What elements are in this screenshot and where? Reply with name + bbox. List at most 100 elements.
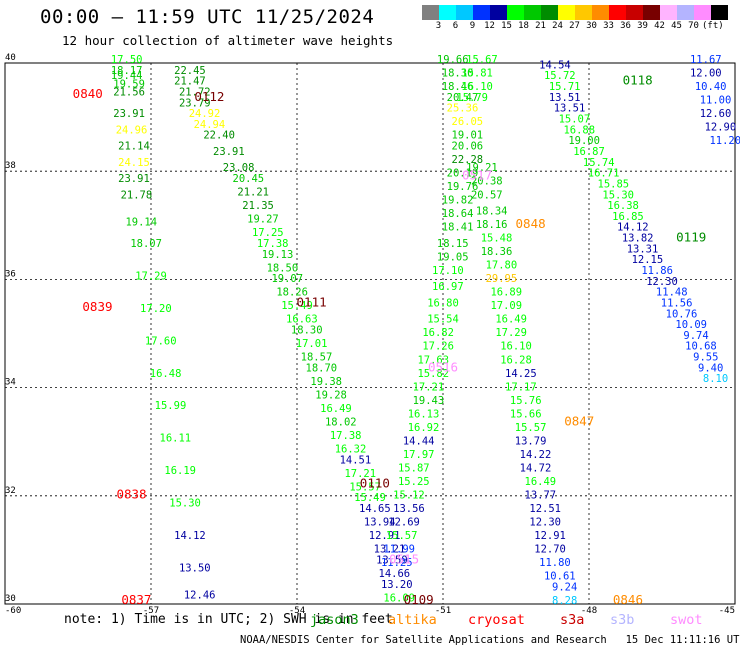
wave-height-label: 18.07	[130, 238, 162, 250]
wave-height-label: 10.61	[544, 571, 576, 583]
x-tick-label: -51	[435, 606, 451, 616]
colorbar-swatch	[422, 5, 439, 20]
legend-swot: swot	[670, 612, 703, 628]
legend-cryosat: cryosat	[468, 612, 525, 628]
wave-height-label: 15.30	[602, 189, 634, 201]
legend-altika: altika	[388, 612, 437, 628]
wave-height-label: 13.77	[525, 490, 557, 502]
wave-height-label: 13.51	[554, 103, 586, 115]
colorbar-label: 12	[484, 21, 495, 31]
wave-height-label: 12.60	[700, 108, 732, 120]
pass-time-label: 0840	[73, 86, 103, 101]
wave-height-label: 17.21	[413, 381, 445, 393]
wave-height-label: 12.69	[388, 517, 420, 529]
wave-height-label: 21.72	[179, 86, 211, 98]
wave-height-label: 15.57	[349, 481, 381, 493]
y-tick-label: 36	[5, 269, 16, 279]
wave-height-label: 29.95	[486, 273, 518, 285]
wave-height-label: 15.87	[398, 462, 430, 474]
wave-height-label: 15.82	[417, 368, 449, 380]
wave-height-label: 16.13	[408, 408, 440, 420]
wave-height-label: 14.12	[617, 222, 649, 234]
colorbar-label: 42	[654, 21, 665, 31]
colorbar	[422, 5, 728, 20]
wave-height-label: 11.80	[539, 557, 571, 569]
wave-height-label: 19.38	[310, 376, 342, 388]
wave-height-label: 21.47	[174, 76, 206, 88]
wave-height-label: 19.82	[442, 195, 474, 207]
wave-height-label: 10.09	[675, 319, 707, 331]
wave-height-label: 17.50	[111, 54, 143, 66]
wave-height-label: 17.60	[145, 335, 177, 347]
wave-height-label: 17.29	[495, 327, 527, 339]
wave-height-label: 13.21	[374, 544, 406, 556]
wave-height-label: 24.92	[189, 108, 221, 120]
colorbar-label: 24	[552, 21, 563, 31]
pass-time-label: 0517	[462, 167, 492, 182]
wave-height-label: 19.59	[113, 78, 145, 90]
x-tick-label: -60	[5, 606, 21, 616]
wave-height-label: 11.86	[641, 265, 673, 277]
wave-height-label: 17.80	[486, 260, 518, 272]
y-tick-label: 38	[5, 161, 16, 171]
wave-height-label: 15.54	[427, 314, 459, 326]
footer-note: note: 1) Time is in UTC; 2) SWH is in fe…	[64, 612, 393, 627]
wave-height-label: 14.72	[520, 462, 552, 474]
colorbar-label: (ft)	[702, 21, 724, 31]
wave-height-label: 12.46	[184, 590, 216, 602]
wave-height-label: 16.09	[383, 592, 415, 604]
plot-frame	[4, 62, 736, 605]
wave-height-label: 16.32	[335, 444, 367, 456]
wave-height-label: 18.57	[301, 352, 333, 364]
wave-height-label: 18.50	[267, 262, 299, 274]
wave-height-label: 17.10	[432, 265, 464, 277]
wave-height-label: 15.48	[481, 233, 513, 245]
wave-height-label: 12.90	[705, 122, 737, 134]
pass-time-label: 0110	[360, 476, 390, 491]
colorbar-labels: 3 6 9 12 15 18 21 24 27 30 33 36 39 42 45 70 (ft)	[422, 21, 740, 35]
wave-height-label: 15.85	[598, 178, 630, 190]
y-tick-label: 40	[5, 53, 16, 63]
legend-jason3: jason3	[310, 612, 359, 628]
wave-height-label: 9.55	[693, 352, 718, 364]
wave-height-label: 20.06	[452, 141, 484, 153]
wave-height-label: 16.38	[607, 200, 639, 212]
pass-time-label: 0846	[613, 592, 643, 607]
colorbar-label: 21	[535, 21, 546, 31]
wave-height-label: 11.48	[656, 287, 688, 299]
wave-height-label: 18.34	[476, 205, 508, 217]
wave-height-label: 14.22	[520, 449, 552, 461]
colorbar-swatch	[575, 5, 592, 20]
wave-height-label: 13.20	[381, 579, 413, 591]
wave-height-label: 16.11	[160, 433, 192, 445]
wave-height-label: 16.88	[563, 124, 595, 136]
wave-height-label: 23.91	[213, 146, 245, 158]
wave-height-label: 16.63	[286, 314, 318, 326]
wave-height-label: 18.46	[442, 81, 474, 93]
wave-height-label: 19.28	[315, 389, 347, 401]
wave-height-label: 21.56	[113, 86, 145, 98]
wave-height-label: 19.66	[437, 54, 469, 66]
legend-s3a: s3a	[560, 612, 585, 628]
wave-height-label: 16.28	[500, 354, 532, 366]
wave-height-label: 16.19	[164, 465, 196, 477]
colorbar-swatch	[524, 5, 541, 20]
wave-height-label: 15.67	[466, 54, 498, 66]
wave-height-label: 19.07	[271, 273, 303, 285]
pass-time-label: 0515	[389, 551, 419, 566]
chart-subtitle: 12 hour collection of altimeter wave hei…	[62, 33, 394, 48]
wave-height-label: 18.26	[276, 287, 308, 299]
wave-height-label: 20.38	[471, 176, 503, 188]
colorbar-swatch	[592, 5, 609, 20]
wave-height-label: 10.40	[695, 81, 727, 93]
colorbar-swatch	[677, 5, 694, 20]
colorbar-swatch	[541, 5, 558, 20]
wave-height-label: 25.36	[447, 103, 479, 115]
colorbar-swatch	[626, 5, 643, 20]
wave-height-label: 24.15	[118, 157, 150, 169]
x-tick-label: -57	[143, 606, 159, 616]
wave-height-label: 15.74	[583, 157, 615, 169]
colorbar-label: 39	[637, 21, 648, 31]
colorbar-swatch	[694, 5, 711, 20]
